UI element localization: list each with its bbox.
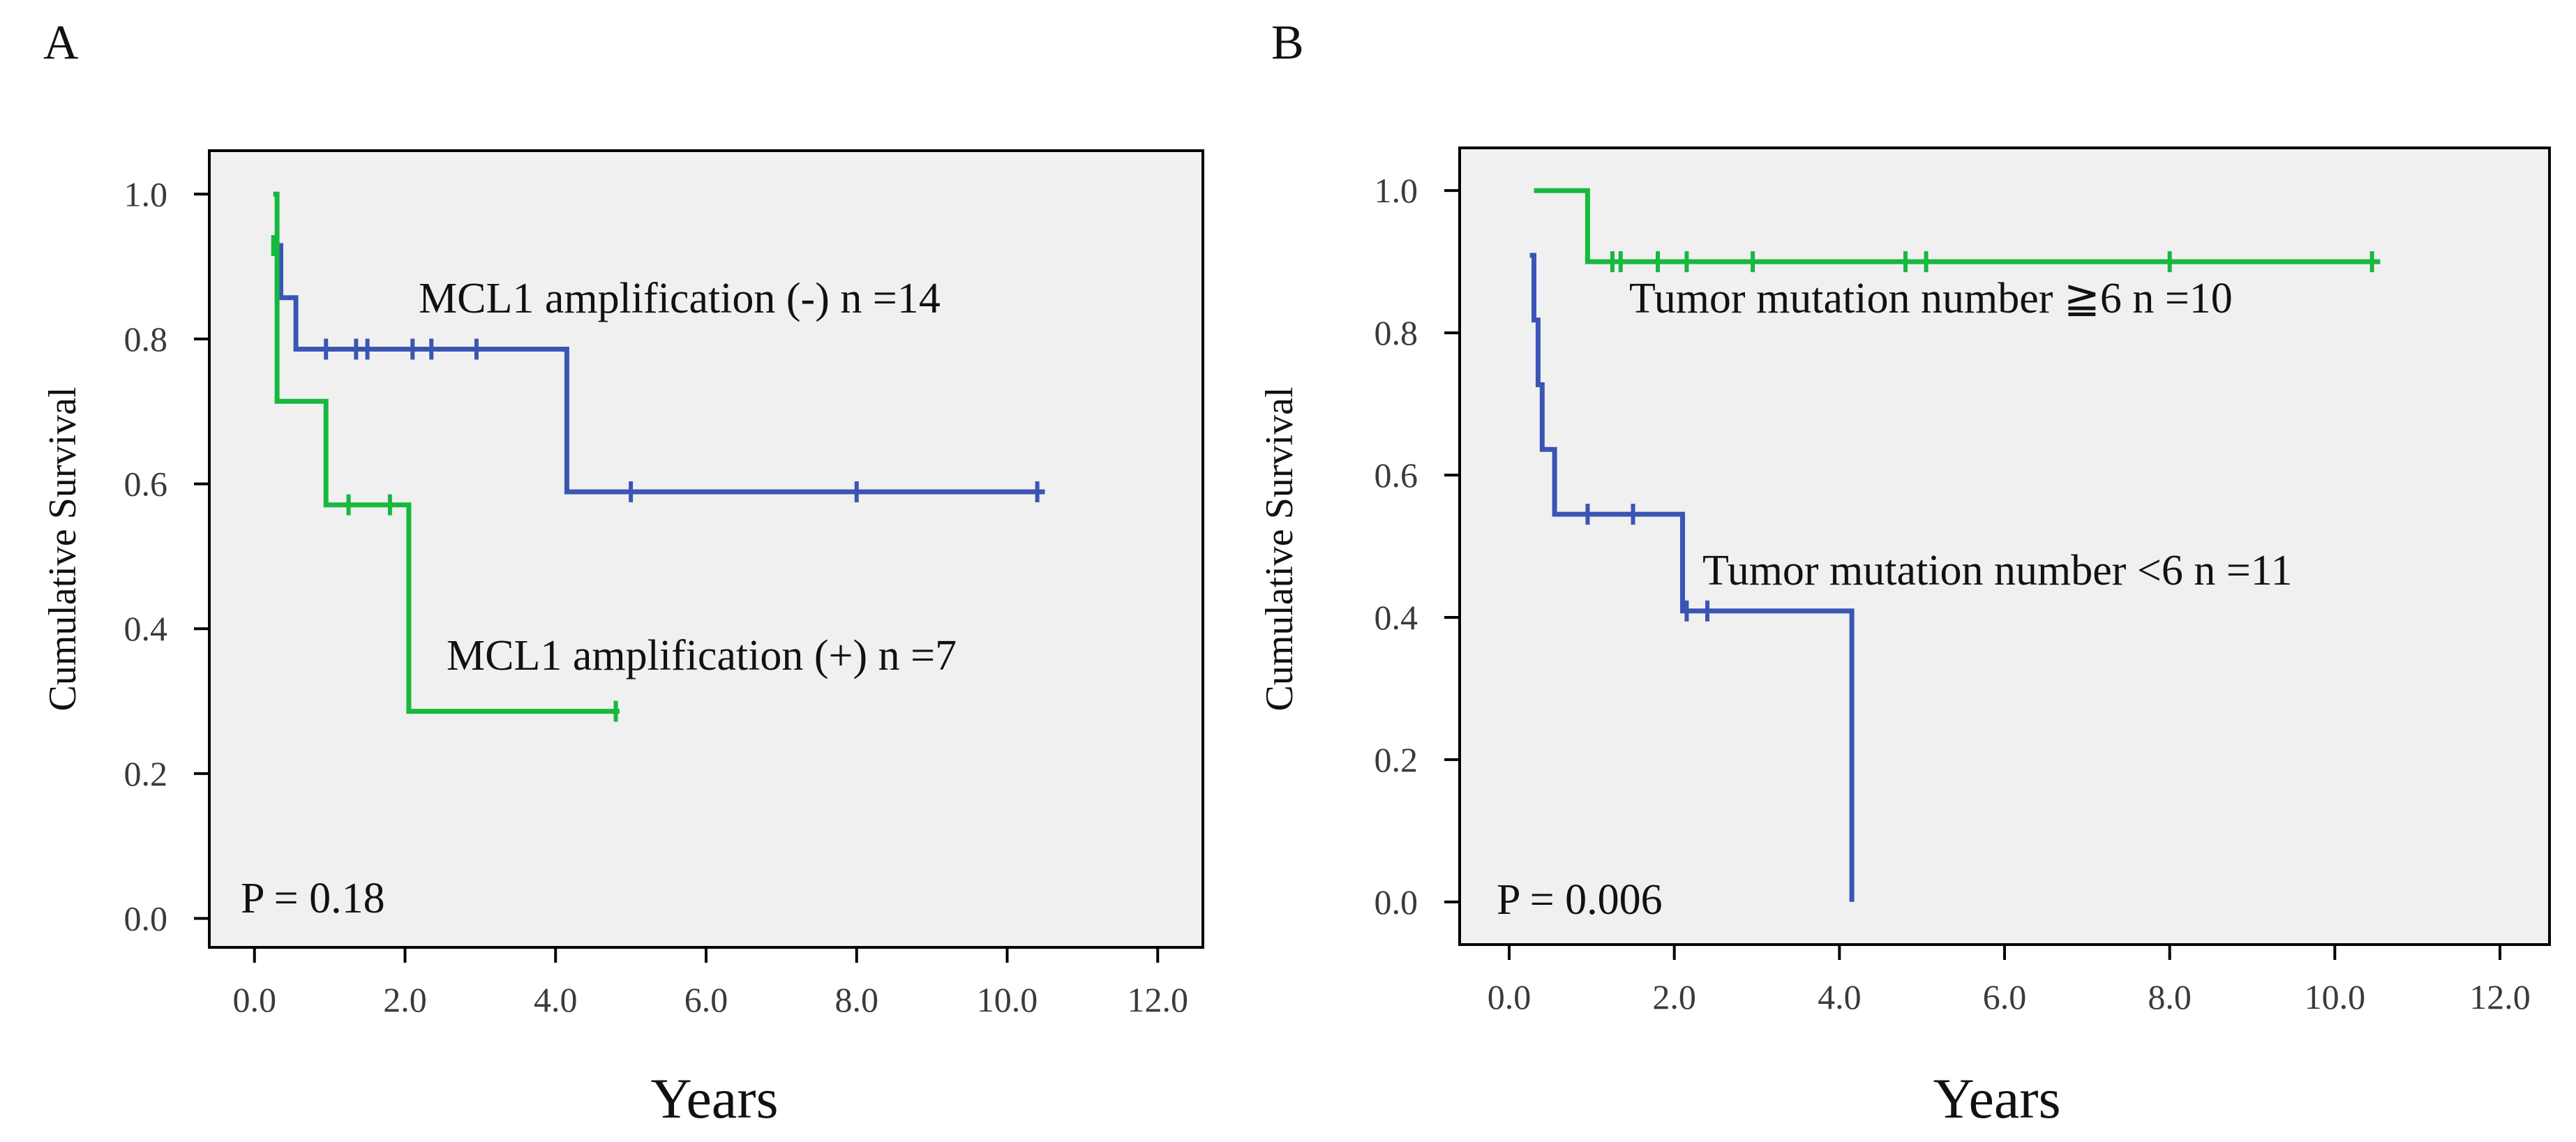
panel-b-p-value: P = 0.006	[1497, 876, 1663, 924]
panel-b-x-tick-label: 10.0	[2305, 977, 2366, 1016]
panel-b-label-tmn-low: Tumor mutation number <6 n =11	[1702, 547, 2293, 594]
panel-b: B 0.0 2.0 4.0 6.0 8.0 10.0 12.0 0.0 0.2 0.4 0.6 0.8…	[1258, 16, 2551, 1130]
panel-a-series-1-curve	[273, 191, 620, 714]
panel-a-y-tick-label: 1.0	[124, 174, 168, 213]
panel-b-x-tick-label: 4.0	[1818, 977, 1862, 1016]
panel-a-x-tick-label: 4.0	[534, 980, 578, 1019]
panel-a-p-value: P = 0.18	[241, 875, 385, 922]
panel-a-axes: 0.0 2.0 4.0 6.0 8.0 10.0 12.0 0.0 0.2 0.4 0.6 0.8 1.…	[124, 174, 1189, 1019]
panel-a-y-tick-label: 0.6	[124, 465, 168, 504]
panel-b-ylabel: Cumulative Survival	[1258, 386, 1301, 711]
panel-a-y-tick-label: 0.4	[124, 609, 168, 648]
panel-a-y-tick-label: 0.2	[124, 754, 168, 793]
panel-a-x-tick-label: 8.0	[835, 980, 879, 1019]
panel-b-xlabel: Years	[1933, 1067, 2060, 1130]
panel-a-letter: A	[43, 16, 79, 70]
panel-b-y-tick-label: 0.8	[1375, 313, 1418, 352]
panel-b-series	[1529, 188, 2381, 902]
panel-b-letter: B	[1271, 16, 1304, 70]
panel-b-y-tick-label: 0.4	[1375, 598, 1418, 637]
panel-a-plot-area	[208, 149, 1204, 949]
panel-a-x-tick-label: 2.0	[383, 980, 427, 1019]
panel-b-x-tick-label: 6.0	[1983, 977, 2027, 1016]
panel-a-x-tick-label: 6.0	[684, 980, 728, 1019]
panel-b-y-tick-label: 1.0	[1375, 171, 1418, 210]
panel-a-series	[271, 191, 1045, 722]
panel-a-x-tick-label: 10.0	[977, 980, 1038, 1019]
panel-b-y-tick-label: 0.2	[1375, 740, 1418, 779]
panel-b-y-tick-label: 0.6	[1375, 456, 1418, 495]
panel-b-y-tick-label: 0.0	[1375, 882, 1418, 922]
panel-a-ylabel: Cumulative Survival	[41, 386, 84, 711]
panel-b-x-tick-label: 8.0	[2148, 977, 2192, 1016]
panel-a-label-mcl1-neg: MCL1 amplification (-) n =14	[419, 275, 941, 322]
panel-a-y-tick-label: 0.0	[124, 899, 168, 938]
panel-b-label-tmn-high: Tumor mutation number ≧6 n =10	[1629, 275, 2233, 322]
panel-b-x-tick-label: 0.0	[1488, 977, 1532, 1016]
panel-b-axes: 0.0 2.0 4.0 6.0 8.0 10.0 12.0 0.0 0.2 0.4 0.6 0.8 1.…	[1375, 171, 2531, 1016]
panel-a-xlabel: Years	[650, 1067, 778, 1130]
panel-b-x-tick-label: 12.0	[2469, 977, 2531, 1016]
panel-b-series-0-curve	[1534, 188, 2381, 264]
panel-a-y-tick-label: 0.8	[124, 320, 168, 359]
panel-b-series-1-curve	[1529, 253, 1855, 902]
panel-a-series-0-curve	[273, 243, 1045, 495]
panel-b-x-tick-label: 2.0	[1652, 977, 1696, 1016]
panel-a: A 0.0 2.0 4.0 6.0 8.0 10.0 12.0 0.0 0.2 0.4 0.6 0.8…	[41, 16, 1204, 1130]
panel-a-x-tick-label: 12.0	[1128, 980, 1189, 1019]
panel-b-plot-area	[1458, 146, 2551, 946]
panel-a-label-mcl1-pos: MCL1 amplification (+) n =7	[447, 632, 957, 679]
panel-a-x-tick-label: 0.0	[232, 980, 276, 1019]
